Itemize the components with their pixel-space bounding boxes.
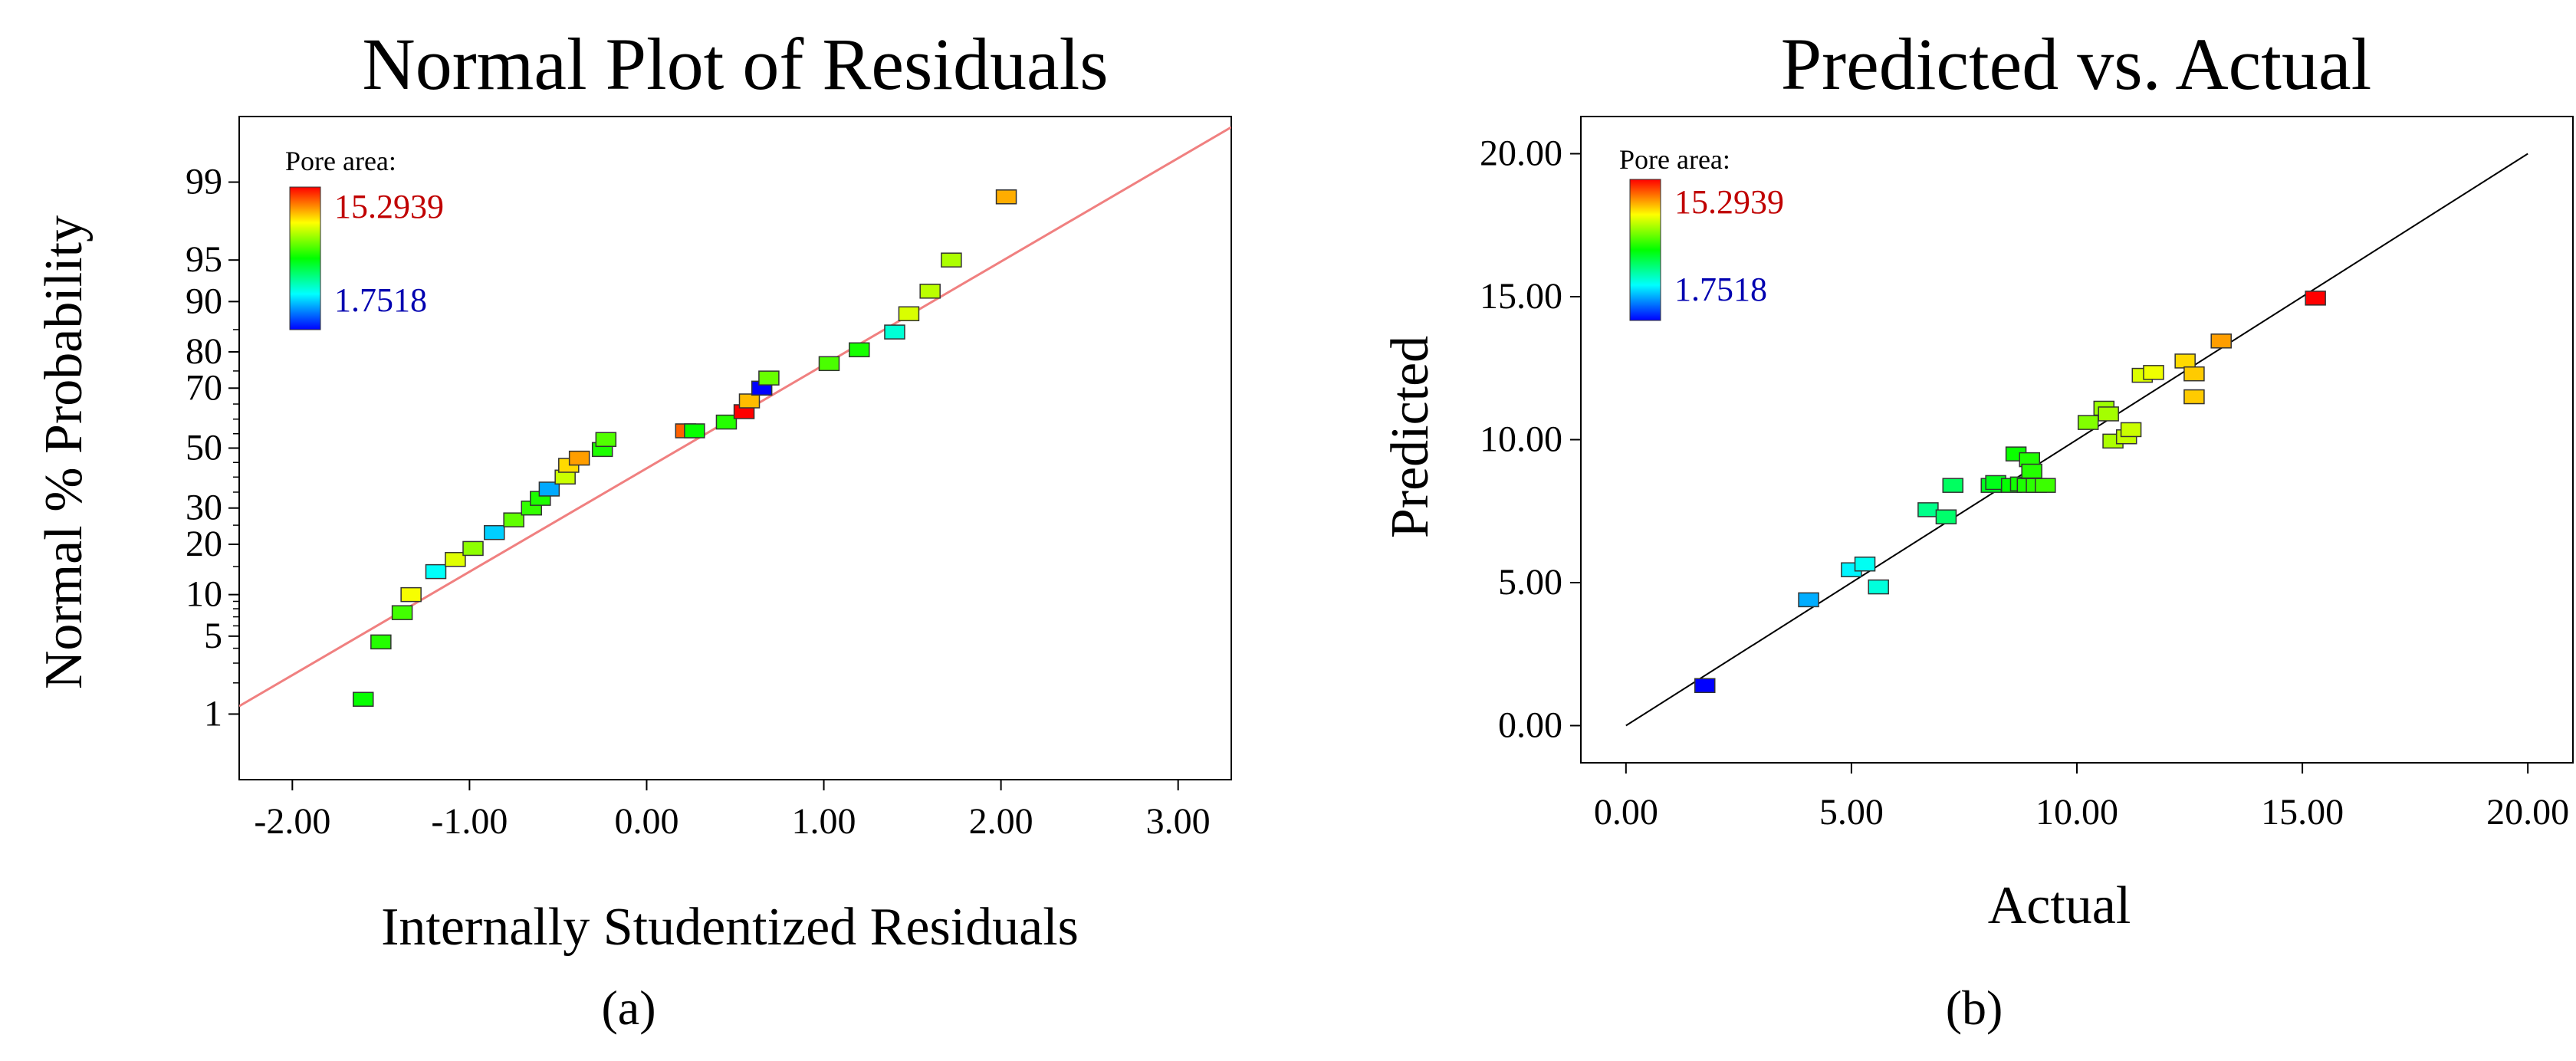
chart-b-point <box>2305 291 2326 306</box>
chart-b-point <box>1917 502 1939 517</box>
chart-a-x-tick-label: 0.00 <box>614 801 678 842</box>
chart-a-x-tick-label: 1.00 <box>792 801 856 842</box>
chart-a-point <box>898 306 920 322</box>
chart-b-point <box>2077 415 2099 430</box>
chart-a-point <box>568 450 590 466</box>
chart-a-x-axis-label: Internally Studentized Residuals <box>381 898 1079 957</box>
chart-a-title: Normal Plot of Residuals <box>362 23 1108 105</box>
chart-a-y-axis-label: Normal % Probability <box>34 215 94 689</box>
chart-b-caption: (b) <box>1946 981 2003 1035</box>
chart-a-point <box>462 540 484 557</box>
chart-b-x-tick-label: 20.00 <box>2486 792 2569 833</box>
chart-b-legend-title: Pore area: <box>1619 144 1730 175</box>
chart-a-legend-colorbar <box>289 186 321 330</box>
chart-b-point <box>2174 353 2196 369</box>
chart-b-point <box>1868 579 1889 595</box>
chart-b-point <box>2120 422 2142 438</box>
chart-b-legend-low: 1.7518 <box>1674 271 1767 308</box>
chart-a-point <box>503 512 524 527</box>
chart-a-point <box>445 552 466 567</box>
chart-a-point <box>353 691 374 707</box>
chart-a-point <box>483 524 505 540</box>
chart-b-y-tick-label: 10.00 <box>1480 419 1562 460</box>
chart-b-point <box>2183 366 2205 382</box>
chart-b-y-ticks: 0.00 5.00 10.00 15.00 20.00 <box>1480 133 1581 746</box>
chart-b-legend-high: 15.2939 <box>1674 183 1784 221</box>
chart-a-y-tick-label: 30 <box>186 488 222 528</box>
chart-a-caption: (a) <box>601 981 656 1035</box>
chart-a-point <box>595 432 617 448</box>
chart-b-point <box>1854 557 1876 572</box>
chart-a-y-tick-label: 5 <box>204 616 222 656</box>
chart-b-y-tick-label: 5.00 <box>1498 562 1562 603</box>
chart-a-point <box>849 342 870 358</box>
chart-a-point <box>391 605 413 620</box>
chart-b-reference-line <box>1625 153 2528 727</box>
chart-b-point <box>1942 478 1963 493</box>
chart-a-y-tick-label: 70 <box>186 367 222 408</box>
chart-a-legend-low: 1.7518 <box>334 281 427 319</box>
chart-b-x-tick-label: 0.00 <box>1594 792 1658 833</box>
chart-b-y-tick-label: 0.00 <box>1498 705 1562 746</box>
chart-a-y-tick-label: 99 <box>186 162 222 202</box>
chart-a-minor-ticks <box>233 329 239 684</box>
chart-b-x-tick-label: 15.00 <box>2261 792 2344 833</box>
chart-a-point <box>400 586 422 603</box>
chart-b-point <box>2098 406 2119 422</box>
chart-a-point <box>941 252 962 268</box>
chart-a-point <box>684 423 705 439</box>
chart-b-point <box>1694 678 1716 694</box>
chart-a-point <box>995 189 1017 205</box>
chart-b-x-axis-label: Actual <box>1988 876 2131 935</box>
chart-b-title: Predicted vs. Actual <box>1781 23 2371 105</box>
chart-a-x-ticks: -2.00 -1.00 0.00 1.00 2.00 3.00 <box>254 780 1211 842</box>
chart-a-legend: Pore area: 15.2939 1.7518 <box>285 146 444 330</box>
chart-a-x-tick-label: 2.00 <box>969 801 1033 842</box>
chart-b-points <box>1694 291 2326 694</box>
chart-a-x-tick-label: -1.00 <box>431 801 508 842</box>
chart-b-point <box>2210 333 2232 349</box>
chart-a-point <box>738 393 761 409</box>
chart-a-legend-high: 15.2939 <box>334 188 444 225</box>
chart-b-y-tick-label: 15.00 <box>1480 276 1562 317</box>
chart-b-point <box>1935 509 1957 524</box>
chart-a-point <box>919 284 941 299</box>
chart-a-legend-title: Pore area: <box>285 146 396 176</box>
chart-b-x-tick-label: 10.00 <box>2036 792 2118 833</box>
chart-b-legend: Pore area: 15.2939 1.7518 <box>1619 144 1784 321</box>
chart-b-point <box>2035 478 2056 493</box>
chart-b-legend-colorbar <box>1629 179 1661 321</box>
chart-b-y-axis-label: Predicted <box>1381 336 1440 538</box>
chart-a-point <box>818 356 840 372</box>
chart-a-point <box>425 563 447 580</box>
chart-a-points <box>353 189 1017 707</box>
chart-a-x-tick-label: -2.00 <box>254 801 330 842</box>
chart-a-point <box>715 414 738 430</box>
chart-a-point <box>370 634 392 650</box>
chart-a-y-tick-label: 1 <box>204 693 222 734</box>
chart-b-y-tick-label: 20.00 <box>1480 133 1562 173</box>
chart-a-y-tick-label: 80 <box>186 331 222 372</box>
chart-b-x-ticks: 0.00 5.00 10.00 15.00 20.00 <box>1594 763 2569 833</box>
chart-b-point <box>1798 592 1819 608</box>
chart-a-y-tick-label: 10 <box>186 574 222 615</box>
chart-a-point <box>538 481 560 497</box>
chart-b: Predicted vs. Actual 0.00 5.00 10.00 15.00 2… <box>1381 23 2574 1035</box>
chart-b-point <box>2183 389 2205 405</box>
chart-a-plot-frame <box>238 116 1232 780</box>
chart-b-point <box>2143 365 2164 380</box>
chart-b-x-tick-label: 5.00 <box>1819 792 1884 833</box>
chart-a-x-tick-label: 3.00 <box>1146 801 1211 842</box>
chart-a-y-tick-label: 95 <box>186 239 222 280</box>
chart-a-y-tick-label: 20 <box>186 524 222 564</box>
chart-a-point <box>758 370 780 386</box>
chart-a-point <box>884 324 905 340</box>
chart-b-point <box>2021 463 2042 479</box>
chart-a-y-tick-label: 50 <box>186 428 222 468</box>
chart-a-y-tick-label: 90 <box>186 281 222 321</box>
